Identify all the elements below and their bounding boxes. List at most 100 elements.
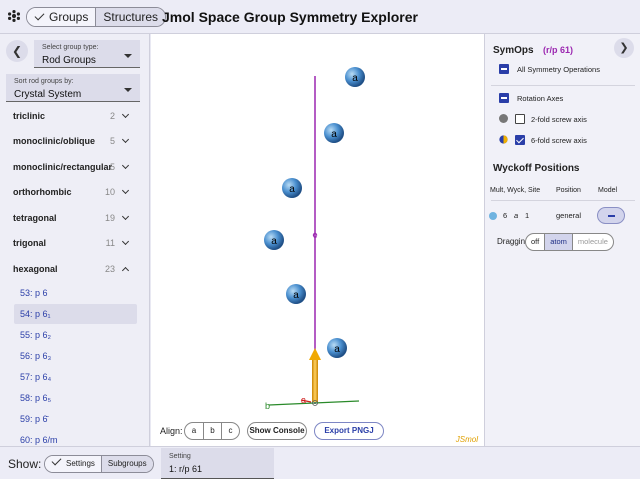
chevron-up-icon <box>121 266 130 275</box>
setting-value: 1: r/p 61 <box>169 464 203 474</box>
drag-off-button[interactable]: off <box>531 237 540 246</box>
back-button[interactable]: ❮ <box>6 40 28 62</box>
jsmol-brand[interactable]: JSmol <box>455 435 478 444</box>
align-b-button[interactable]: b <box>203 423 221 439</box>
bottom-bar: Show: Settings Subgroups Setting 1: r/p … <box>0 446 640 479</box>
atom[interactable]: a <box>324 123 344 143</box>
hexad-screw-icon <box>499 135 508 144</box>
divider <box>491 200 635 201</box>
axis-2fold-checkbox[interactable] <box>515 114 525 124</box>
caret-down-icon <box>124 54 132 58</box>
align-a-button[interactable]: a <box>191 426 197 435</box>
indeterminate-checkbox-icon[interactable] <box>499 64 509 74</box>
group-item-59[interactable]: 59: p 6̄ <box>20 414 48 424</box>
svg-text:a: a <box>289 184 295 195</box>
a-axis-line <box>300 399 312 403</box>
group-type-select[interactable]: Select group type: Rod Groups <box>34 40 140 68</box>
chevron-down-icon <box>121 186 130 195</box>
drag-molecule-button[interactable]: molecule <box>571 234 613 250</box>
chevron-down-icon <box>121 212 130 221</box>
origin-marker <box>312 400 318 406</box>
atom[interactable]: a <box>282 178 302 198</box>
top-bar: Groups Structures Jmol Space Group Symme… <box>0 0 640 34</box>
export-pngj-button[interactable]: Export PNGJ <box>314 422 384 440</box>
chevron-down-icon <box>121 135 130 144</box>
group-item-55[interactable]: 55: p 6₂ <box>20 330 52 340</box>
sort-by-value: Crystal System <box>14 89 82 100</box>
symops-group-name: (r/p 61) <box>543 45 574 55</box>
indeterminate-checkbox-icon[interactable] <box>499 93 509 103</box>
atom[interactable]: a <box>327 338 347 358</box>
chevron-left-icon: ❮ <box>11 44 23 58</box>
group-item-54[interactable]: 54: p 6₁ <box>14 304 137 324</box>
group-list-panel: ❮ Select group type: Rod Groups Sort rod… <box>0 34 150 446</box>
show-subgroups-button[interactable]: Subgroups <box>100 456 153 472</box>
groups-toggle-button[interactable]: Groups <box>27 8 96 26</box>
sort-by-select[interactable]: Sort rod groups by: Crystal System <box>6 74 140 102</box>
symops-title: SymOps <box>493 45 534 56</box>
structure-canvas[interactable]: a a a a a a b a c <box>151 34 484 446</box>
system-orthorhombic[interactable]: orthorhombic 10 <box>0 184 149 202</box>
site-color-icon <box>489 212 497 220</box>
show-console-button[interactable]: Show Console <box>247 422 307 440</box>
group-item-60[interactable]: 60: p 6/m <box>20 435 58 445</box>
b-axis-label: b <box>265 401 270 411</box>
atom[interactable]: a <box>264 230 284 250</box>
setting-field[interactable]: Setting 1: r/p 61 <box>161 448 274 479</box>
system-triclinic[interactable]: triclinic 2 <box>0 108 149 126</box>
system-hexagonal[interactable]: hexagonal 23 <box>0 261 149 279</box>
align-label: Align: <box>160 426 183 436</box>
wyckoff-header-site: Mult, Wyck, Site <box>490 187 541 194</box>
group-item-56[interactable]: 56: p 6₃ <box>20 351 52 361</box>
check-icon <box>34 10 45 21</box>
structures-toggle-button[interactable]: Structures <box>95 8 166 26</box>
a-axis-label: a <box>301 395 306 405</box>
wyckoff-header-position: Position <box>556 187 581 194</box>
show-label: Show: <box>8 457 42 471</box>
b-axis-line <box>268 400 360 406</box>
atom[interactable]: a <box>345 67 365 87</box>
group-type-value: Rod Groups <box>42 55 96 66</box>
system-monoclinic-rectangular[interactable]: monoclinic/rectangular 5 <box>0 159 149 177</box>
chevron-down-icon <box>121 237 130 246</box>
symops-panel: SymOps (r/p 61) ❯ All Symmetry Operation… <box>484 34 640 446</box>
axis-6fold-checkbox[interactable] <box>515 135 525 145</box>
group-type-label: Select group type: <box>42 44 99 51</box>
svg-text:a: a <box>352 73 358 84</box>
group-item-58[interactable]: 58: p 6₅ <box>20 393 52 403</box>
wyckoff-row: 6 a 1 general <box>485 206 640 230</box>
group-item-53[interactable]: 53: p 6 <box>20 288 48 298</box>
show-toggle: Settings Subgroups <box>44 455 154 473</box>
align-c-button[interactable]: c <box>221 423 239 439</box>
c-axis-arrow-head <box>309 348 321 360</box>
dragging-toggle: off atom molecule <box>525 233 614 251</box>
app-logo-icon <box>8 10 20 22</box>
chevron-down-icon <box>121 161 130 170</box>
align-toggle: a b c <box>184 422 240 440</box>
svg-text:a: a <box>293 290 299 301</box>
group-item-57[interactable]: 57: p 6₄ <box>20 372 52 382</box>
c-axis-label: c <box>313 231 317 240</box>
model-toggle-button[interactable] <box>597 207 625 224</box>
svg-text:a: a <box>271 236 277 247</box>
system-monoclinic-oblique[interactable]: monoclinic/oblique 5 <box>0 133 149 151</box>
chevron-right-icon: ❯ <box>619 42 629 54</box>
svg-text:a: a <box>331 129 337 140</box>
sort-by-label: Sort rod groups by: <box>14 78 74 85</box>
check-icon <box>51 456 62 466</box>
show-settings-button[interactable]: Settings <box>45 456 101 472</box>
system-tetragonal[interactable]: tetragonal 19 <box>0 210 149 228</box>
system-trigonal[interactable]: trigonal 11 <box>0 235 149 253</box>
atom[interactable]: a <box>286 284 306 304</box>
forward-button[interactable]: ❯ <box>614 38 634 58</box>
caret-down-icon <box>124 88 132 92</box>
c-axis-arrow-shaft <box>312 358 318 402</box>
mode-toggle: Groups Structures <box>26 7 167 27</box>
drag-atom-button[interactable]: atom <box>544 234 572 250</box>
gray-circle-icon <box>499 114 508 123</box>
setting-label: Setting <box>169 453 191 460</box>
axis-marker <box>312 232 318 238</box>
jsmol-viewer[interactable]: a a a a a a b a c Align: a b c Show Cons… <box>151 34 484 446</box>
wyckoff-title: Wyckoff Positions <box>493 163 580 174</box>
divider <box>491 85 635 86</box>
